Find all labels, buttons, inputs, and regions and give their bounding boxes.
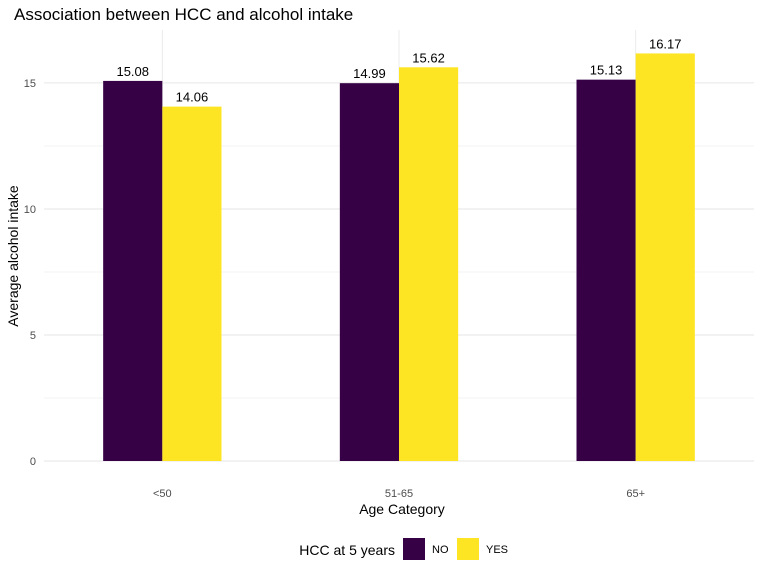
bar-no-1 <box>339 83 399 461</box>
bar-yes-1 <box>399 67 459 462</box>
legend-swatch-yes <box>457 538 479 560</box>
bar-value-label: 14.06 <box>176 90 209 105</box>
legend-title: HCC at 5 years <box>299 542 395 558</box>
y-tick-label: 15 <box>24 78 36 90</box>
chart-title: Association between HCC and alcohol inta… <box>14 5 353 24</box>
legend-label-yes: YES <box>486 544 508 556</box>
bar-no-0 <box>103 80 163 461</box>
bar-value-label: 14.99 <box>353 66 386 81</box>
bar-value-label: 15.13 <box>590 63 623 78</box>
bar-yes-2 <box>635 53 695 462</box>
bar-no-2 <box>576 79 636 462</box>
y-tick-label: 0 <box>30 456 36 468</box>
x-axis-title: Age Category <box>359 501 445 517</box>
bar-yes-0 <box>162 106 222 461</box>
bar-labels: 15.08 14.99 15.13 14.06 15.62 16.17 <box>116 36 681 104</box>
x-tick-label: <50 <box>153 488 172 500</box>
y-axis-ticks: 0 5 10 15 <box>24 78 36 468</box>
bar-value-label: 15.08 <box>116 64 149 79</box>
bar-value-label: 16.17 <box>649 36 682 51</box>
y-axis-title: Average alcohol intake <box>5 185 21 327</box>
y-tick-label: 10 <box>24 204 36 216</box>
legend-swatch-no <box>403 538 425 560</box>
x-axis-ticks: <50 51-65 65+ <box>153 488 645 500</box>
y-tick-label: 5 <box>30 330 36 342</box>
legend-label-no: NO <box>432 544 449 556</box>
x-tick-label: 65+ <box>626 488 645 500</box>
bars <box>103 53 695 462</box>
legend: HCC at 5 years NO YES <box>299 538 508 560</box>
bar-value-label: 15.62 <box>412 50 445 65</box>
x-tick-label: 51-65 <box>385 488 413 500</box>
